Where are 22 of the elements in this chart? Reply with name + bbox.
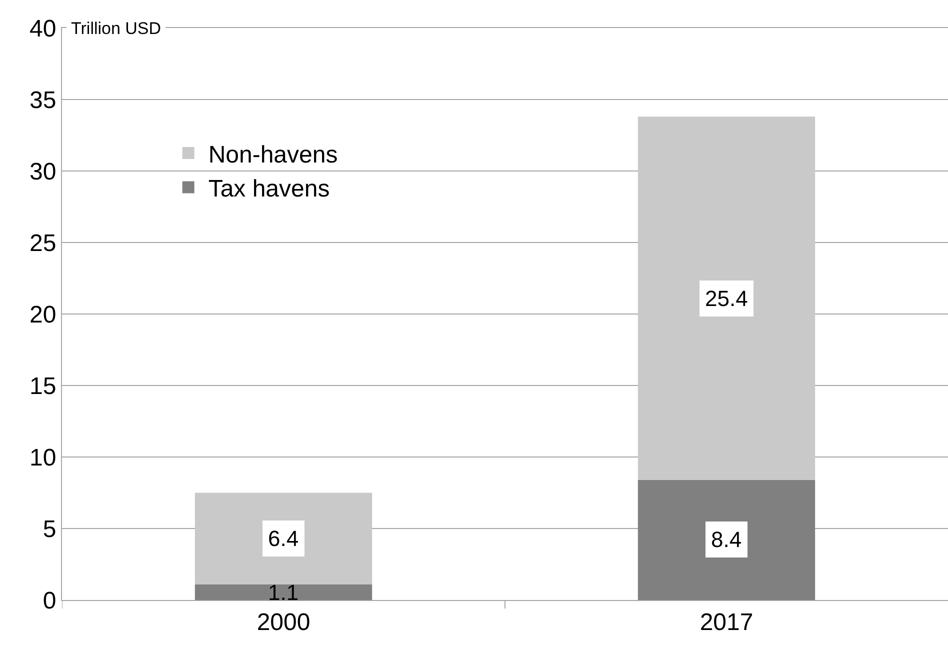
y-tick-label: 25 — [29, 230, 56, 257]
legend-label: Non-havens — [208, 141, 338, 168]
y-tick-label: 15 — [29, 372, 56, 400]
bar — [194, 492, 372, 584]
data-label: 8.4 — [711, 527, 742, 552]
x-tick-label: 2000 — [256, 608, 310, 636]
data-label: 6.4 — [268, 526, 299, 551]
bar — [638, 480, 816, 600]
bar — [194, 584, 372, 600]
data-label: 1.1 — [268, 580, 299, 605]
y-tick-label: 30 — [29, 158, 56, 186]
y-axis-title: Trillion USD — [71, 19, 162, 38]
y-tick-label: 20 — [29, 301, 56, 328]
y-tick-label: 10 — [29, 444, 56, 472]
y-tick-label: 5 — [42, 516, 56, 543]
data-label: 25.4 — [705, 286, 748, 311]
y-tick-label: 0 — [42, 587, 56, 614]
x-tick-label: 2017 — [700, 608, 754, 636]
legend-label: Tax havens — [208, 176, 330, 203]
y-tick-label: 35 — [29, 86, 56, 114]
bar — [638, 116, 816, 480]
y-tick-label: 40 — [29, 15, 56, 42]
